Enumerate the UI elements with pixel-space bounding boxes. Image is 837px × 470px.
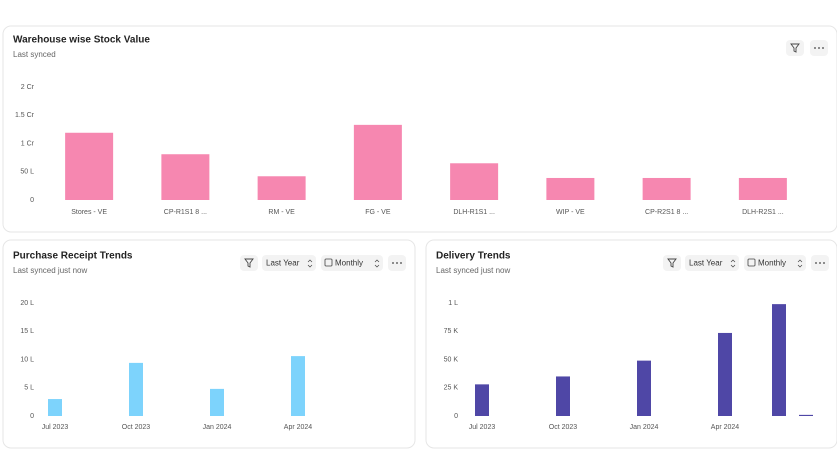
card bbox=[2, 25, 837, 233]
more-dot bbox=[823, 262, 825, 264]
y-tick-label: 20 L bbox=[20, 300, 34, 307]
chart-title: Purchase Receipt Trends bbox=[13, 251, 133, 262]
y-tick-label: 0 bbox=[30, 197, 34, 204]
x-tick-label: Stores - VE bbox=[71, 209, 107, 216]
bar bbox=[210, 388, 224, 416]
y-tick-label: 1.5 Cr bbox=[15, 112, 35, 119]
chart-title: Warehouse wise Stock Value bbox=[13, 35, 150, 46]
dropdown-caret bbox=[374, 259, 380, 268]
x-tick-label: CP-R2S1 8 ... bbox=[645, 209, 688, 216]
bar bbox=[257, 176, 306, 200]
more-dot bbox=[814, 47, 816, 49]
x-tick-label: Apr 2024 bbox=[711, 424, 740, 431]
more-dot bbox=[815, 262, 817, 264]
dropdown-caret bbox=[307, 259, 313, 268]
chart-subtitle: Last synced bbox=[13, 50, 56, 59]
filter-button[interactable] bbox=[786, 40, 804, 56]
chart-subtitle: Last synced just now bbox=[13, 266, 87, 275]
x-tick-label: DLH-R2S1 ... bbox=[742, 209, 784, 216]
bar bbox=[637, 360, 651, 416]
dropdown-caret bbox=[797, 259, 803, 268]
dropdown-label: Monthly bbox=[758, 259, 786, 268]
y-tick-label: 25 K bbox=[444, 385, 459, 392]
bar bbox=[475, 384, 489, 416]
x-tick-label: RM - VE bbox=[268, 209, 295, 216]
x-tick-label: Jul 2023 bbox=[469, 424, 496, 431]
dropdown-label: Last Year bbox=[266, 259, 300, 268]
more-dot bbox=[396, 262, 398, 264]
bar bbox=[738, 177, 787, 200]
bar bbox=[65, 132, 114, 200]
bar bbox=[556, 376, 570, 416]
more-dot bbox=[819, 262, 821, 264]
card bbox=[425, 239, 837, 449]
calendar-icon bbox=[747, 258, 756, 267]
bar bbox=[48, 399, 62, 416]
filter-icon bbox=[790, 43, 800, 53]
x-tick-label: FG - VE bbox=[365, 209, 391, 216]
bar bbox=[450, 163, 499, 200]
y-tick-label: 5 L bbox=[24, 385, 34, 392]
y-tick-label: 1 L bbox=[448, 300, 458, 307]
filter-button[interactable] bbox=[663, 255, 681, 271]
filter-icon bbox=[667, 258, 677, 268]
x-tick-label: WIP - VE bbox=[556, 209, 585, 216]
bar bbox=[772, 304, 786, 416]
bar bbox=[642, 177, 691, 200]
chart-title: Delivery Trends bbox=[436, 251, 511, 262]
more-dot bbox=[400, 262, 402, 264]
x-tick-label: Oct 2023 bbox=[122, 424, 151, 431]
y-tick-label: 50 K bbox=[444, 356, 459, 363]
dropdown-label: Last Year bbox=[689, 259, 723, 268]
x-tick-label: Jan 2024 bbox=[630, 424, 659, 431]
x-tick-label: Jan 2024 bbox=[203, 424, 232, 431]
bar bbox=[718, 332, 732, 416]
bar bbox=[129, 362, 143, 416]
y-tick-label: 2 Cr bbox=[21, 84, 35, 91]
y-tick-label: 1 Cr bbox=[21, 140, 35, 147]
dropdown-button[interactable] bbox=[321, 255, 383, 271]
bar bbox=[353, 124, 402, 200]
x-tick-label: DLH-R1S1 ... bbox=[453, 209, 495, 216]
bar bbox=[291, 356, 305, 416]
more-dot bbox=[818, 47, 820, 49]
x-tick-label: Apr 2024 bbox=[284, 424, 313, 431]
y-tick-label: 75 K bbox=[444, 328, 459, 335]
bar bbox=[161, 154, 210, 200]
filter-button[interactable] bbox=[240, 255, 258, 271]
dropdown-button[interactable] bbox=[744, 255, 806, 271]
calendar-icon bbox=[324, 258, 333, 267]
y-tick-label: 10 L bbox=[20, 356, 34, 363]
more-dot bbox=[392, 262, 394, 264]
chart-subtitle: Last synced just now bbox=[436, 266, 510, 275]
x-tick-label: Jul 2023 bbox=[42, 424, 69, 431]
card bbox=[2, 239, 416, 449]
bar bbox=[799, 414, 813, 416]
dropdown-button[interactable] bbox=[685, 255, 739, 271]
y-tick-label: 0 bbox=[454, 413, 458, 420]
y-tick-label: 50 L bbox=[20, 169, 34, 176]
filter-icon bbox=[244, 258, 254, 268]
more-dot bbox=[822, 47, 824, 49]
dropdown-caret bbox=[730, 259, 736, 268]
dropdown-label: Monthly bbox=[335, 259, 363, 268]
x-tick-label: CP-R1S1 8 ... bbox=[164, 209, 207, 216]
bar bbox=[546, 177, 595, 200]
x-tick-label: Oct 2023 bbox=[549, 424, 578, 431]
dropdown-button[interactable] bbox=[262, 255, 316, 271]
y-tick-label: 0 bbox=[30, 413, 34, 420]
y-tick-label: 15 L bbox=[20, 328, 34, 335]
